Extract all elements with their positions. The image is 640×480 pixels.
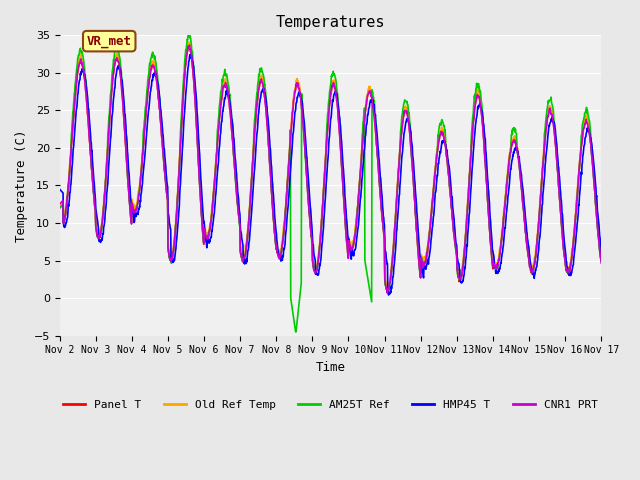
Title: Temperatures: Temperatures	[276, 15, 385, 30]
Text: VR_met: VR_met	[87, 35, 132, 48]
Legend: Panel T, Old Ref Temp, AM25T Ref, HMP45 T, CNR1 PRT: Panel T, Old Ref Temp, AM25T Ref, HMP45 …	[59, 395, 602, 414]
Y-axis label: Temperature (C): Temperature (C)	[15, 129, 28, 242]
X-axis label: Time: Time	[316, 361, 346, 374]
